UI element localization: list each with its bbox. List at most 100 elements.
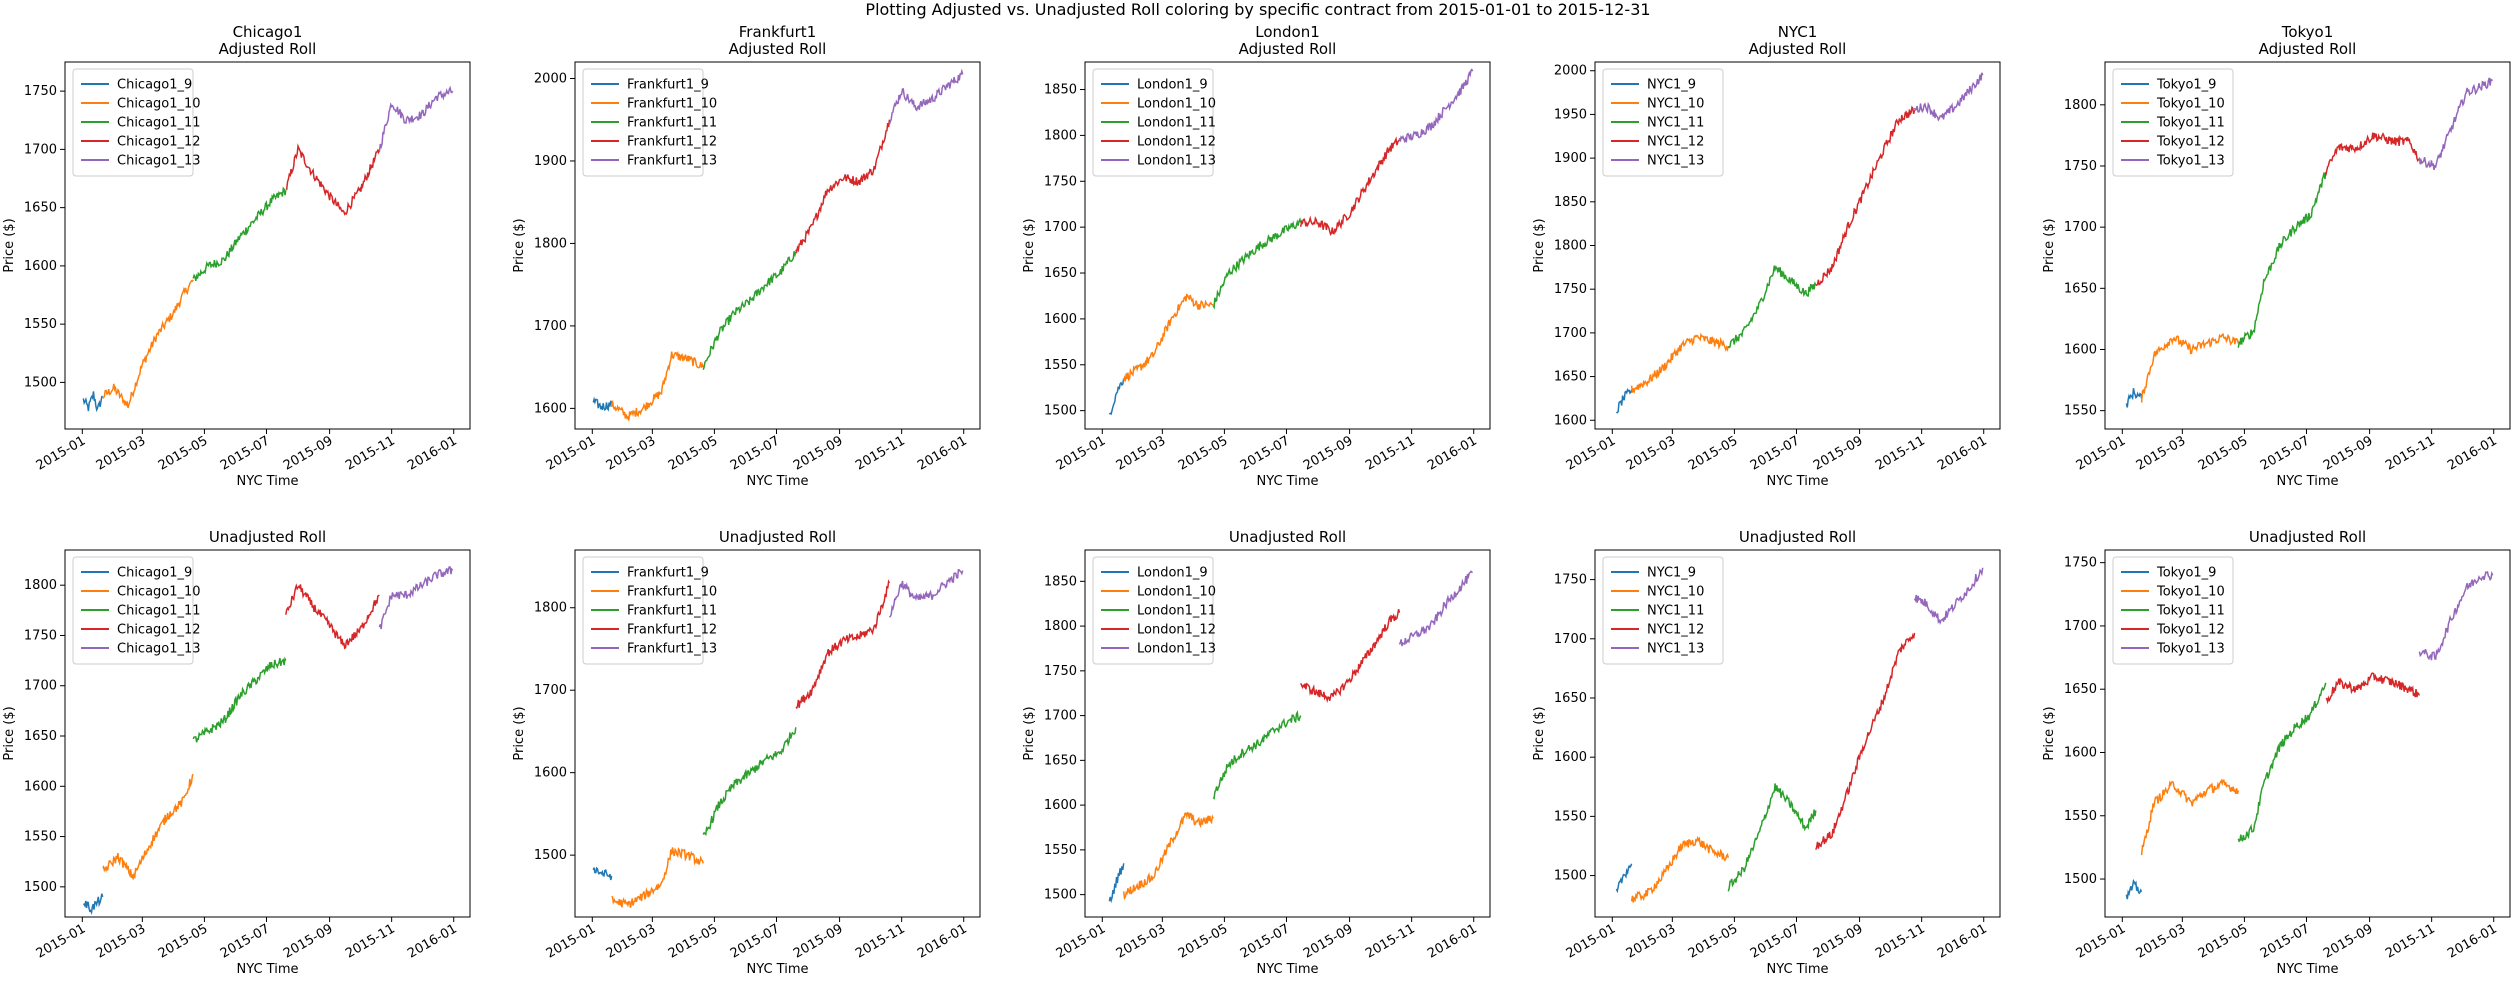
- legend-label: Frankfurt1_11: [627, 604, 717, 619]
- legend-label: Tokyo1_11: [2156, 116, 2225, 131]
- y-tick-label: 1800: [2064, 98, 2097, 113]
- series-line-Frankfurt1_10: [610, 350, 704, 421]
- series-line-NYC1_13: [1913, 567, 1984, 626]
- axes-frame: [64, 549, 471, 918]
- x-tick-label: 2015-05: [2196, 433, 2251, 473]
- legend-label: London1_10: [1137, 585, 1216, 600]
- axes-frame: [2104, 549, 2511, 918]
- x-tick-label: 2016-01: [2445, 921, 2500, 961]
- y-tick-label: 1550: [2064, 404, 2097, 419]
- legend: London1_9 London1_10 London1_11 London1_12 L…: [1092, 556, 1216, 665]
- subplot: Unadjusted Roll 1500 1550 1600 1650 1700 1750 2…: [2042, 528, 2511, 977]
- x-tick-label: 2015-11: [343, 433, 398, 473]
- x-axis-label: NYC Time: [2277, 962, 2339, 977]
- series-line-Frankfurt1_12: [795, 119, 891, 254]
- x-tick-label: 2015-03: [2134, 433, 2189, 473]
- legend-label: Chicago1_13: [117, 154, 201, 169]
- series-line-NYC1_12: [1815, 105, 1916, 287]
- legend-box: [72, 556, 194, 665]
- x-tick-label: 2015-03: [94, 921, 149, 961]
- series-line-NYC1_10: [1630, 835, 1730, 903]
- legend-label: London1_12: [1137, 135, 1216, 150]
- legend-box: [2112, 68, 2234, 177]
- y-tick-label: 1550: [1554, 809, 1587, 824]
- legend-label: Frankfurt1_9: [627, 566, 709, 581]
- x-tick-label: 2015-05: [156, 433, 211, 473]
- series-line-NYC1_9: [1615, 863, 1633, 894]
- legend-box: [582, 556, 704, 665]
- y-tick-label: 1650: [2064, 281, 2097, 296]
- series-line-Tokyo1_10: [2140, 778, 2240, 856]
- x-tick-label: 2015-07: [2258, 921, 2313, 961]
- legend-label: NYC1_10: [1647, 585, 1704, 600]
- legend-label: Chicago1_9: [117, 78, 192, 93]
- subplot: Unadjusted Roll 1500 1550 1600 1650 1700 1750 1…: [2, 528, 471, 977]
- legend-label: Chicago1_10: [117, 97, 201, 112]
- series-line-London1_10: [1122, 293, 1214, 382]
- series-line-London1_13: [1398, 570, 1473, 647]
- y-tick-label: 1800: [534, 601, 567, 616]
- y-tick-label: 1800: [534, 236, 567, 251]
- x-tick-label: 2015-01: [1054, 433, 1109, 473]
- axes-frame: [574, 61, 981, 430]
- x-axis-label: NYC Time: [2277, 474, 2339, 489]
- y-tick-label: 1550: [2064, 809, 2097, 824]
- x-tick-label: 2016-01: [1425, 433, 1480, 473]
- legend-label: Chicago1_9: [117, 566, 192, 581]
- series-line-Frankfurt1_9: [592, 866, 613, 881]
- legend-label: Tokyo1_13: [2156, 642, 2225, 657]
- y-tick-label: 1600: [24, 779, 57, 794]
- x-tick-label: 2015-05: [666, 433, 721, 473]
- legend: London1_9 London1_10 London1_11 London1_12 L…: [1092, 68, 1216, 177]
- x-tick-label: 2015-01: [1564, 921, 1619, 961]
- x-tick-label: 2015-05: [156, 921, 211, 961]
- y-tick-label: 1650: [1044, 266, 1077, 281]
- y-tick-label: 1650: [1554, 370, 1587, 385]
- series-line-NYC1_9: [1615, 387, 1633, 414]
- axes-frame: [1084, 61, 1491, 430]
- y-tick-label: 1850: [1044, 83, 1077, 98]
- y-tick-label: 1950: [1554, 107, 1587, 122]
- x-tick-label: 2015-07: [2258, 433, 2313, 473]
- legend-label: NYC1_9: [1647, 566, 1696, 581]
- legend-label: Tokyo1_12: [2156, 623, 2225, 638]
- legend-box: [1092, 556, 1214, 665]
- y-tick-label: 1700: [1554, 326, 1587, 341]
- legend-label: Chicago1_12: [117, 135, 201, 150]
- legend-box: [1602, 556, 1724, 665]
- x-tick-label: 2015-09: [1301, 921, 1356, 961]
- legend-box: [582, 68, 704, 177]
- y-tick-label: 1600: [2064, 745, 2097, 760]
- series-line-NYC1_12: [1815, 632, 1916, 850]
- x-tick-label: 2015-01: [544, 921, 599, 961]
- series-line-NYC1_13: [1913, 72, 1984, 122]
- x-tick-label: 2015-01: [1564, 433, 1619, 473]
- legend: NYC1_9 NYC1_10 NYC1_11 NYC1_12 NYC1_13: [1602, 556, 1724, 665]
- y-tick-label: 1800: [1044, 128, 1077, 143]
- y-tick-label: 1700: [1044, 220, 1077, 235]
- series-line-Tokyo1_13: [2418, 570, 2494, 661]
- y-tick-label: 1550: [24, 317, 57, 332]
- y-tick-label: 1750: [24, 628, 57, 643]
- series-line-Chicago1_13: [378, 85, 454, 152]
- axes-frame: [574, 549, 981, 918]
- y-tick-label: 1650: [1554, 691, 1587, 706]
- y-tick-label: 1600: [24, 259, 57, 274]
- y-tick-label: 1500: [24, 375, 57, 390]
- legend: Chicago1_9 Chicago1_10 Chicago1_11 Chicago1…: [72, 68, 201, 177]
- y-tick-label: 1600: [1044, 312, 1077, 327]
- y-tick-label: 1500: [1044, 888, 1077, 903]
- series-line-Frankfurt1_13: [888, 68, 964, 125]
- axes-frame: [1594, 549, 2001, 918]
- x-axis-label: NYC Time: [1257, 962, 1319, 977]
- series-line-Chicago1_9: [82, 391, 103, 413]
- y-tick-label: 1750: [1554, 573, 1587, 588]
- x-tick-label: 2015-11: [2383, 433, 2438, 473]
- x-tick-label: 2016-01: [405, 921, 460, 961]
- series-line-Tokyo1_12: [2325, 132, 2420, 176]
- x-tick-label: 2015-03: [2134, 921, 2189, 961]
